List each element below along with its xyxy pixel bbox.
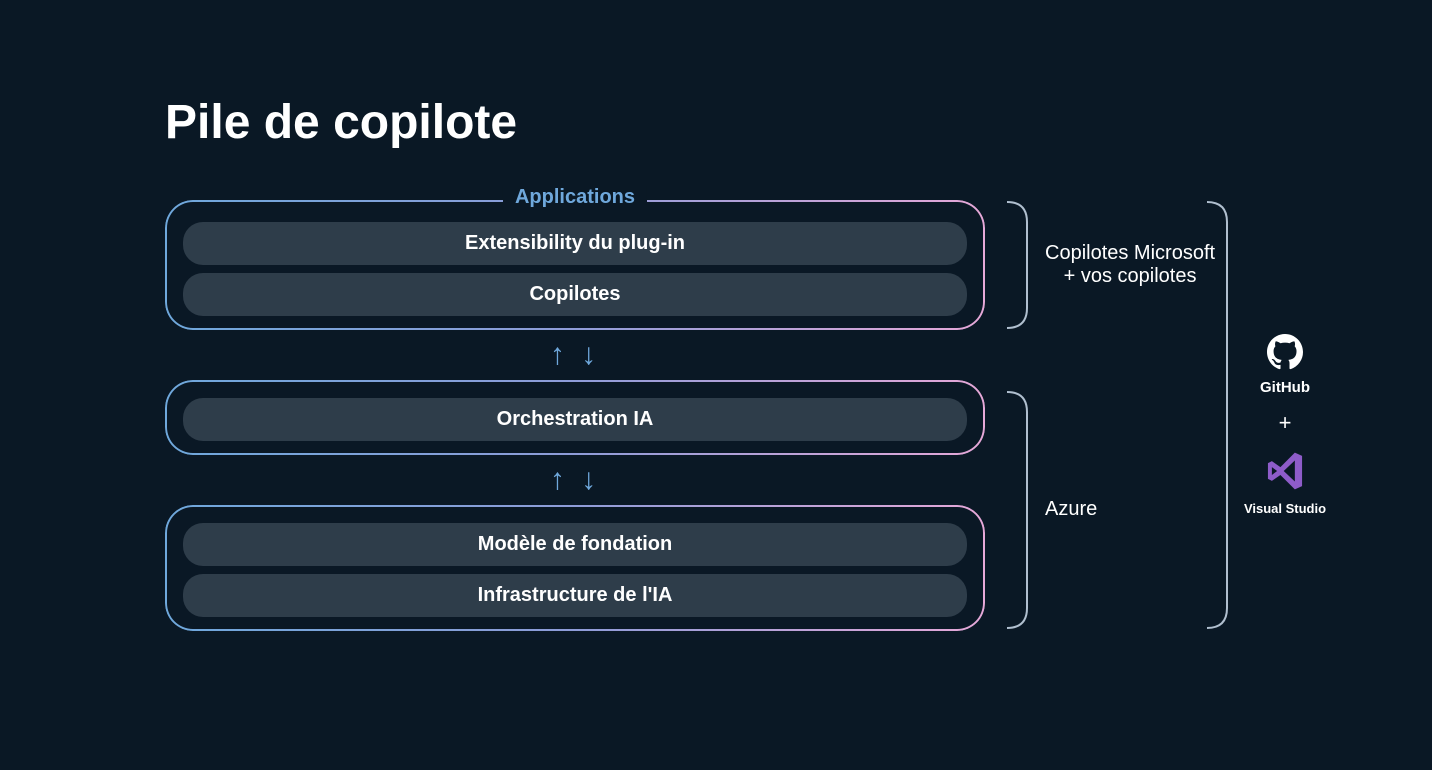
tool-visual-studio: Visual Studio	[1225, 450, 1345, 516]
bracket-azure	[1005, 390, 1035, 630]
group-header-applications: Applications	[503, 186, 647, 209]
bracket-label-line2: + vos copilotes	[1064, 265, 1197, 287]
tools-plus: +	[1225, 410, 1345, 436]
bracket-label-line1: Copilotes Microsoft	[1045, 242, 1215, 264]
bracket-copilotes	[1005, 200, 1035, 330]
stack-container: Applications Extensibility du plug-in Co…	[165, 200, 985, 631]
layer-ai-infrastructure: Infrastructure de l'IA	[183, 574, 967, 617]
github-label: GitHub	[1225, 379, 1345, 396]
tools-column: GitHub + Visual Studio	[1225, 320, 1345, 530]
layer-group-orchestration: Orchestration IA	[165, 380, 985, 455]
visual-studio-label: Visual Studio	[1225, 501, 1345, 516]
tool-github: GitHub	[1225, 334, 1345, 396]
github-icon	[1267, 334, 1303, 370]
layer-foundation-model: Modèle de fondation	[183, 523, 967, 566]
layer-group-foundation: Modèle de fondation Infrastructure de l'…	[165, 505, 985, 631]
layer-group-applications: Applications Extensibility du plug-in Co…	[165, 200, 985, 330]
bracket-label-copilotes: Copilotes Microsoft + vos copilotes	[1045, 242, 1215, 288]
layer-copilotes: Copilotes	[183, 273, 967, 316]
page-title: Pile de copilote	[165, 95, 517, 150]
layer-orchestration-ia: Orchestration IA	[183, 398, 967, 441]
arrows-1: ↑ ↓	[165, 330, 985, 380]
bracket-label-azure: Azure	[1045, 498, 1097, 521]
arrows-2: ↑ ↓	[165, 455, 985, 505]
layer-plugin-extensibility: Extensibility du plug-in	[183, 222, 967, 265]
visual-studio-icon	[1264, 450, 1306, 492]
